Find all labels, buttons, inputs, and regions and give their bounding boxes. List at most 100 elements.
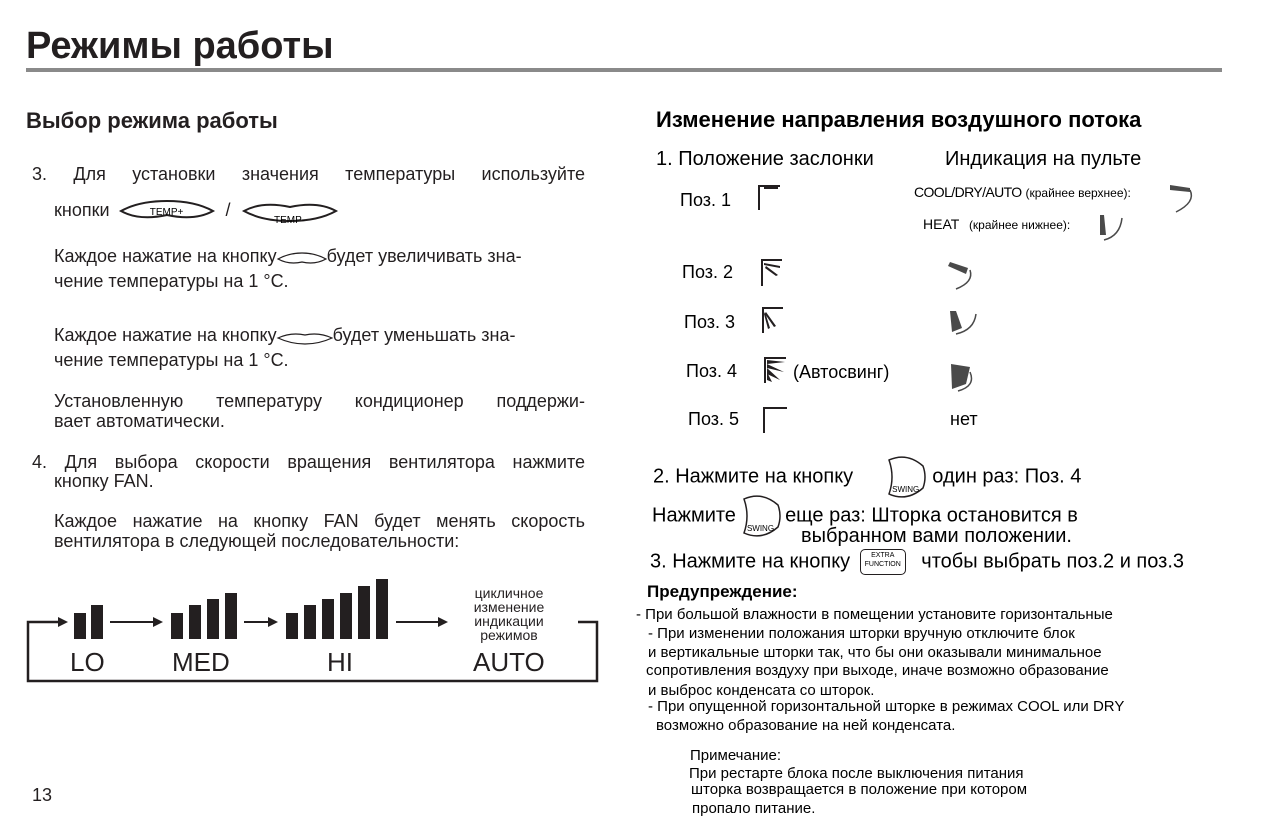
remote-cool-icon — [1170, 185, 1193, 213]
step4-line1: 4. Для выбора скорости вращения вентилят… — [32, 452, 585, 472]
press-text-a: Нажмите — [652, 504, 736, 527]
louver-pos2-icon — [761, 259, 782, 286]
increase-text-b: будет увеличивать зна- — [326, 246, 522, 266]
speed-auto: AUTO — [473, 647, 545, 677]
swing-button-2: SWING — [742, 491, 781, 541]
extra-label: EXTRA — [871, 552, 895, 559]
cycle-note-line: цикличное — [474, 585, 544, 601]
heat-label: HEAT — [923, 216, 960, 232]
fan-cycle-frame — [26, 617, 599, 683]
hi-bar-5 — [358, 586, 370, 639]
step3-line2: кнопки TEMP+ / TEMP- — [54, 198, 338, 226]
heat-note: (крайнее нижнее): — [968, 218, 1071, 232]
pos-5-none: нет — [950, 409, 978, 429]
step3-text-b: чтобы выбрать поз.2 и поз.3 — [921, 550, 1185, 573]
press-text-b: еще раз: Шторка остановится в — [785, 504, 1078, 527]
decrease-text-b: будет уменьшать зна- — [332, 325, 516, 345]
right-heading: Изменение направления воздушного потока — [656, 107, 1142, 132]
left-heading: Выбор режима работы — [26, 108, 278, 133]
page-number: 13 — [32, 785, 53, 805]
fan-line2: вентилятора в следующей последовательнос… — [54, 531, 460, 551]
med-bar-2 — [189, 605, 201, 639]
step3-line1: 3. Для установки значения температуры ис… — [32, 164, 585, 184]
warning-line: и выброс конденсата со шторок. — [648, 682, 875, 699]
increase-line2: чение температуры на 1 °C. — [54, 271, 289, 291]
speed-lo: LO — [70, 647, 105, 677]
temp-minus-inline-icon — [276, 329, 334, 345]
slash: / — [225, 200, 231, 220]
increase-line1: Каждое нажатие на кнопку будет увеличиват… — [54, 246, 522, 266]
lo-bar-2 — [91, 605, 103, 639]
warning-title: Предупреждение: — [647, 582, 798, 601]
step3-label: кнопки — [54, 200, 110, 220]
hi-bar-3 — [322, 599, 334, 639]
louver-pos5-icon — [763, 407, 787, 433]
cool-indication: COOL/DRY/AUTO (крайнее верхнее): — [914, 182, 1131, 203]
temp-minus-label: TEMP- — [274, 215, 306, 227]
pos-5-label: Поз. 5 — [688, 409, 740, 429]
pos-4-label: Поз. 4 — [686, 361, 738, 381]
louver-pos4-icon — [764, 357, 786, 383]
fan-speed-diagram: LO MED HI AUTO цикличное изменение индик… — [0, 0, 620, 700]
note-title: Примечание: — [690, 747, 781, 764]
increase-text-a: Каждое нажатие на кнопку — [54, 246, 277, 266]
step2-text-b: один раз: Поз. 4 — [932, 465, 1082, 488]
cycle-note-line: изменение — [473, 599, 545, 615]
remote-pos3-icon — [950, 311, 977, 335]
autoswing-label: (Автосвинг) — [793, 362, 890, 382]
warning-line: - При изменении положания шторки вручную… — [648, 625, 1075, 642]
press-again-line2: выбранном вами положении. — [801, 525, 1072, 547]
med-bar-1 — [171, 613, 183, 639]
hi-bar-4 — [340, 593, 352, 639]
note-line: При рестарте блока после выключения пита… — [689, 765, 1024, 782]
remote-pos4-icon — [951, 364, 973, 392]
decrease-text-a: Каждое нажатие на кнопку — [54, 325, 277, 345]
function-label: FUNCTION — [864, 561, 901, 568]
keep-line2: вает автоматически. — [54, 411, 225, 431]
page-title: Режимы работы — [26, 25, 334, 67]
louver-pos1-icon — [758, 185, 780, 210]
step2-text-a: 2. Нажмите на кнопку — [653, 465, 854, 488]
col-remote-indication: Индикация на пульте — [945, 148, 1142, 170]
temp-plus-shape — [118, 200, 215, 219]
cycle-note-line: индикации — [474, 613, 544, 629]
extra-function-button: EXTRA FUNCTION — [859, 549, 906, 575]
lo-bar-1 — [74, 613, 86, 639]
cool-note: (крайнее верхнее): — [1025, 186, 1131, 200]
pos-1-label: Поз. 1 — [680, 190, 732, 210]
step4-line2: кнопку FAN. — [54, 471, 154, 491]
decrease-line2: чение температуры на 1 °C. — [54, 350, 289, 370]
remote-heat-icon — [1100, 215, 1123, 241]
step3-text-a: 3. Нажмите на кнопку — [650, 550, 851, 573]
warning-line: и вертикальные шторки так, что бы они ок… — [648, 644, 1102, 661]
hi-bar-1 — [286, 613, 298, 639]
warning-line: сопротивления воздуху при выходе, иначе … — [646, 662, 1109, 679]
note-line: шторка возвращается в положение при кото… — [691, 781, 1028, 798]
temp-plus-inline-icon — [276, 250, 327, 264]
warning-line: - При опущенной горизонтальной шторке в … — [648, 698, 1125, 715]
pos-3-label: Поз. 3 — [684, 312, 736, 332]
step3-line: 3. Нажмите на кнопку EXTRA FUNCTION чтоб… — [650, 549, 1184, 575]
med-bar-3 — [207, 599, 219, 639]
louver-pos3-icon — [762, 307, 783, 333]
keep-line1: Установленную температуру кондиционер по… — [54, 391, 585, 411]
temp-minus-shape — [241, 204, 338, 223]
cycle-note-line: режимов — [480, 627, 538, 643]
step2-line: 2. Нажмите на кнопку SWING один раз: Поз… — [653, 452, 1081, 502]
hi-bar-2 — [304, 605, 316, 639]
note-line: пропало питание. — [692, 800, 816, 817]
pos-2-label: Поз. 2 — [682, 262, 734, 282]
decrease-line1: Каждое нажатие на кнопку будет уменьшать … — [54, 325, 515, 345]
speed-hi: HI — [327, 647, 353, 677]
remote-pos2-icon — [948, 262, 972, 290]
temp-minus-button: TEMP- — [241, 199, 338, 226]
cool-label: COOL/DRY/AUTO — [914, 184, 1022, 200]
col-louver-position: 1. Положение заслонки — [656, 148, 874, 170]
temp-plus-button: TEMP+ — [118, 199, 215, 223]
swing-button: SWING — [887, 452, 926, 502]
press-again-line: Нажмите SWING еще раз: Шторка остановитс… — [652, 491, 1078, 541]
swing-button-label: SWING — [746, 524, 775, 533]
hi-bar-6 — [376, 579, 388, 639]
med-bar-4 — [225, 593, 237, 639]
